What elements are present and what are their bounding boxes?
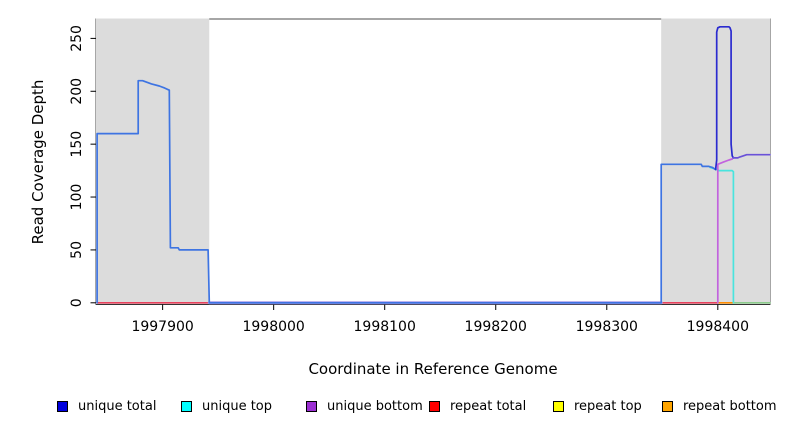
series-unique-bottom [716,158,734,304]
legend-label: repeat total [450,398,527,414]
x-tick-label: 1998400 [687,319,749,335]
legend-item-unique-top: unique top [181,398,272,414]
x-axis-title: Coordinate in Reference Genome [308,360,558,378]
x-tick-label: 1998200 [465,319,527,335]
legend-swatch-repeat-total [429,400,440,412]
shaded-region-1 [96,18,210,304]
y-tick-label: 50 [69,241,85,259]
legend-swatch-repeat-top [553,400,564,412]
series-unique-total-peak [714,25,735,171]
y-axis-title: Read Coverage Depth [29,79,47,245]
series-unique-total-over-unique-bottom-tail [732,153,771,159]
legend-label: unique top [202,398,273,414]
legend-label: repeat bottom [683,398,777,414]
legend-label: unique total [78,398,157,414]
legend-item-unique-total: unique total [57,398,156,414]
legend-swatch-repeat-bottom [662,400,673,412]
y-tick-label: 200 [69,78,85,105]
legend-label: repeat top [574,398,642,414]
legend-swatch-unique-total [57,400,68,412]
y-tick-label: 100 [69,184,85,211]
y-tick-label: 250 [69,25,85,52]
x-tick-label: 1998300 [576,319,638,335]
x-tick-label: 1998000 [242,319,304,335]
legend-item-unique-bottom: unique bottom [306,398,423,414]
legend-item-repeat-bottom: repeat bottom [662,398,777,414]
x-tick-label: 1998100 [354,319,416,335]
y-tick-label: 150 [69,131,85,158]
series-unique-total [96,79,717,304]
y-tick-label: 0 [69,298,85,307]
legend-label: unique bottom [327,398,423,414]
shaded-region-2 [661,18,770,304]
legend-item-repeat-total: repeat total [429,398,526,414]
legend-item-repeat-top: repeat top [553,398,642,414]
x-tick-label: 1997900 [131,319,193,335]
legend-swatch-unique-top [181,400,192,412]
legend-swatch-unique-bottom [306,400,317,412]
